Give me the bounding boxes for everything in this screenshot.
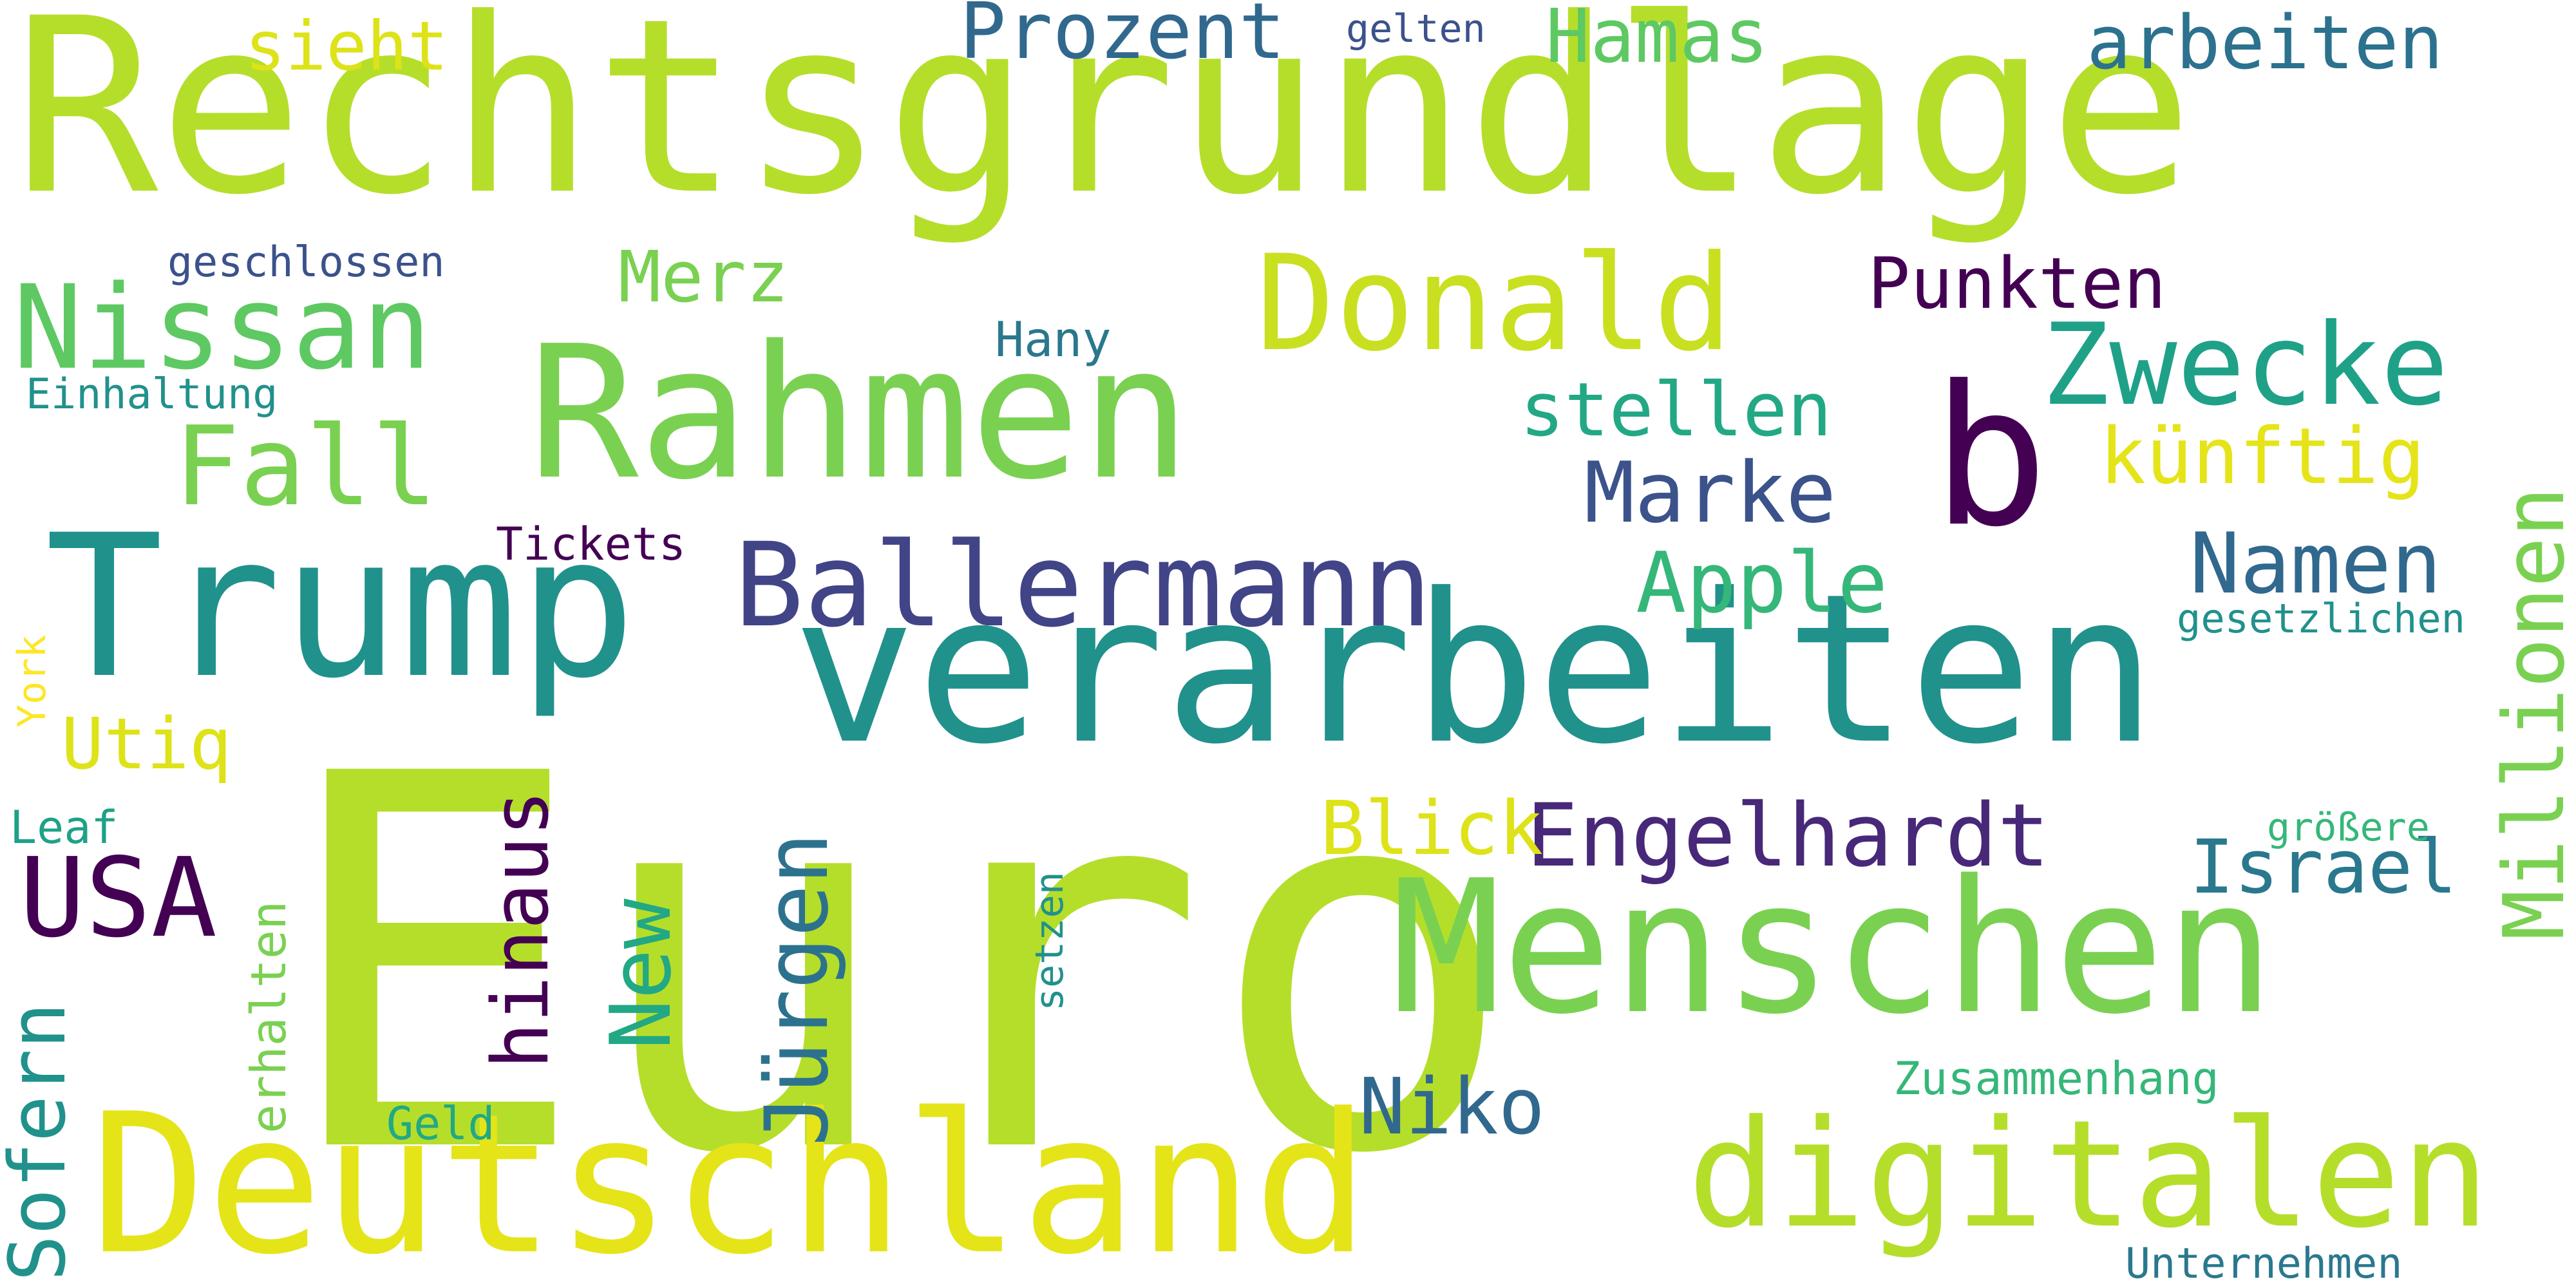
word-millionen: Millionen [2485, 486, 2576, 940]
word-tickets: Tickets [496, 518, 687, 571]
word-verarbeiten: verarbeiten [792, 550, 2157, 790]
word-apple: Apple [1636, 534, 1888, 632]
word-geld: Geld [386, 1097, 495, 1150]
word-usa: USA [19, 835, 218, 962]
word-deutschland: Deutschland [90, 1072, 1370, 1288]
word-euro: Euro [277, 666, 1518, 1266]
word-b: b [1932, 345, 2049, 569]
word-donald: Donald [1256, 227, 1733, 381]
word-york: York [10, 634, 55, 728]
word-marke: Marke [1584, 444, 1837, 542]
word-gelten: gelten [1346, 6, 1486, 52]
word-nissan: Nissan [13, 261, 432, 395]
word-kuenftig: künftig [2099, 412, 2425, 502]
word-prozent: Prozent [960, 0, 1285, 77]
word-utiq: Utiq [61, 703, 232, 785]
word-zusammenhang: Zusammenhang [1893, 1052, 2219, 1105]
word-new: New [592, 898, 690, 1050]
word-juergen: Jürgen [746, 832, 848, 1146]
word-ballermann: Ballermann [734, 518, 1432, 653]
word-namen: Namen [2190, 515, 2442, 612]
word-rechtsgrundlage: Rechtsgrundlage [13, 0, 2194, 248]
word-israel: Israel [2190, 824, 2458, 911]
word-sieht: sieht [245, 7, 449, 86]
word-gesetzlichen: gesetzlichen [2177, 595, 2465, 642]
word-leaf: Leaf [10, 801, 118, 854]
word-digitalen: digitalen [1687, 1089, 2490, 1261]
word-menschen: Menschen [1391, 841, 2275, 1055]
word-rahmen: Rahmen [528, 307, 1191, 520]
word-geschlossen: geschlossen [167, 238, 445, 287]
word-fall: Fall [174, 403, 438, 531]
word-hamas: Hamas [1546, 0, 1769, 80]
word-zwecke: Zwecke [2041, 300, 2449, 431]
word-einhaltung: Einhaltung [26, 370, 278, 419]
word-groessere: größere [2267, 805, 2430, 850]
word-erhalten: erhalten [240, 900, 297, 1133]
word-hany: Hany [995, 311, 1112, 368]
word-engelhardt: Engelhardt [1526, 785, 2050, 886]
word-setzen: setzen [1027, 871, 1072, 1011]
word-stellen: stellen [1520, 367, 1832, 453]
word-sofern: Sofern [0, 1002, 83, 1282]
word-trump: Trump [45, 493, 637, 721]
word-merz: Merz [618, 236, 789, 318]
word-blick: Blick [1320, 786, 1544, 872]
word-niko: Niko [1359, 1063, 1545, 1152]
word-hinaus: hinaus [477, 790, 566, 1069]
word-arbeiten: arbeiten [2087, 0, 2443, 86]
word-unternehmen: Unternehmen [2125, 1240, 2403, 1288]
word-punkten: Punkten [1868, 242, 2166, 325]
